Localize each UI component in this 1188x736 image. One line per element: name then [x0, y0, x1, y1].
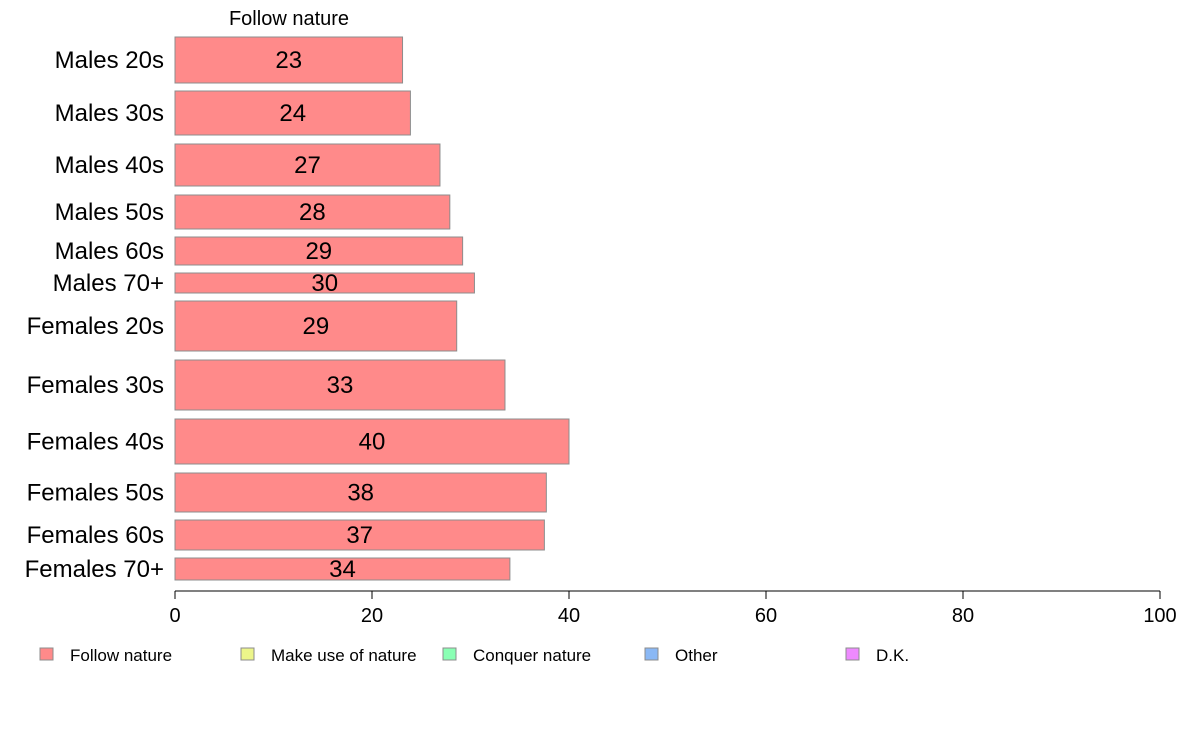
x-tick-label: 80: [952, 605, 974, 627]
bar-9: [174, 418, 570, 465]
x-axis: 0 20 40 60 80 100: [169, 590, 1177, 627]
bar-8: [174, 359, 506, 411]
bars-group: [174, 36, 570, 581]
bar-12: [174, 557, 511, 581]
bar-11: [174, 519, 545, 551]
x-tick-label: 0: [169, 605, 180, 627]
value-label: 23: [275, 47, 302, 74]
legend-swatch: [644, 647, 659, 661]
category-labels: Males 20s Males 30s Males 40s Males 50s Male…: [25, 47, 164, 583]
category-label: Females 30s: [27, 372, 164, 399]
bar-5: [174, 236, 464, 266]
value-label: 27: [294, 152, 321, 179]
x-tick-label: 20: [361, 605, 383, 627]
legend-swatch: [240, 647, 255, 661]
legend-label: Follow nature: [70, 646, 172, 665]
legend-label: Conquer nature: [473, 646, 591, 665]
legend-label: D.K.: [876, 646, 909, 665]
legend-swatch: [845, 647, 860, 661]
category-label: Males 60s: [55, 238, 164, 265]
bar-6: [174, 272, 475, 294]
bar-2: [174, 90, 411, 136]
value-label: 37: [346, 522, 373, 549]
value-label: 34: [329, 556, 356, 583]
value-label: 29: [305, 238, 332, 265]
bar-4: [174, 194, 451, 230]
panel-title: Follow nature: [229, 8, 349, 30]
x-tick-label: 40: [558, 605, 580, 627]
category-label: Females 50s: [27, 480, 164, 507]
legend-swatch: [442, 647, 457, 661]
x-tick-label: 60: [755, 605, 777, 627]
legend: Follow nature Make use of nature Conquer n…: [39, 646, 909, 665]
category-label: Males 40s: [55, 152, 164, 179]
bar-3: [174, 143, 441, 187]
legend-label: Make use of nature: [271, 646, 417, 665]
category-label: Males 30s: [55, 100, 164, 127]
value-label: 30: [311, 270, 338, 297]
bar-10: [174, 472, 547, 513]
bar-7: [174, 300, 458, 352]
legend-swatch: [39, 647, 54, 661]
category-label: Females 60s: [27, 522, 164, 549]
value-label: 24: [279, 100, 306, 127]
legend-label: Other: [675, 646, 718, 665]
x-tick-label: 100: [1143, 605, 1176, 627]
value-label: 28: [299, 199, 326, 226]
value-labels: 23 24 27 28 29 30 29 33 40 38 37 34: [275, 47, 385, 583]
category-label: Males 20s: [55, 47, 164, 74]
bar-1: [174, 36, 404, 84]
category-label: Females 40s: [27, 429, 164, 456]
category-label: Males 70+: [53, 270, 164, 297]
value-label: 29: [303, 313, 330, 340]
category-label: Males 50s: [55, 199, 164, 226]
category-label: Females 20s: [27, 313, 164, 340]
value-label: 40: [359, 429, 386, 456]
value-label: 33: [327, 372, 354, 399]
value-label: 38: [347, 480, 374, 507]
category-label: Females 70+: [25, 556, 164, 583]
